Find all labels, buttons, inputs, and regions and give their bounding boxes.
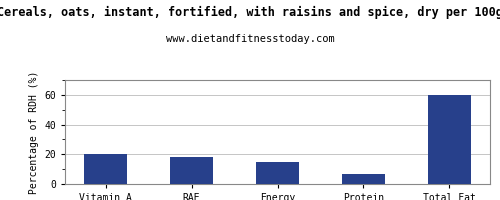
Bar (342, 174, 385, 184)
Bar (170, 157, 213, 184)
Text: Cereals, oats, instant, fortified, with raisins and spice, dry per 100g: Cereals, oats, instant, fortified, with … (0, 6, 500, 19)
Bar (428, 95, 470, 184)
Bar (256, 162, 299, 184)
Bar (84, 154, 127, 184)
Text: www.dietandfitnesstoday.com: www.dietandfitnesstoday.com (166, 34, 334, 44)
Y-axis label: Percentage of RDH (%): Percentage of RDH (%) (28, 70, 38, 194)
